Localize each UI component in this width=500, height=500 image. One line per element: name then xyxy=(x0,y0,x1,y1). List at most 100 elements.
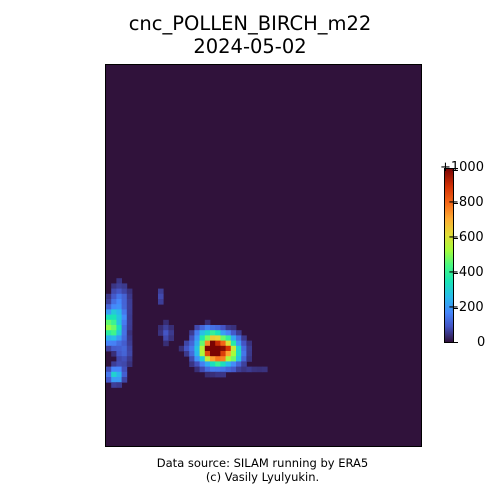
heatmap-cell xyxy=(121,377,128,383)
heatmap-cell xyxy=(126,335,133,341)
heatmap-cell xyxy=(215,366,221,373)
heatmap-cell xyxy=(225,345,232,352)
heatmap-cell xyxy=(194,356,200,362)
heatmap-cell xyxy=(111,382,117,388)
heatmap-cell xyxy=(230,345,237,352)
heatmap-cell xyxy=(121,361,128,367)
heatmap-cell xyxy=(106,325,112,331)
heatmap-cell xyxy=(121,304,128,310)
heatmap-cell xyxy=(194,351,200,357)
heatmap-cell xyxy=(168,335,174,341)
heatmap-cell xyxy=(225,361,232,367)
heatmap-cell xyxy=(116,371,122,378)
heatmap-cell xyxy=(220,335,226,341)
heatmap-cell xyxy=(199,335,206,341)
heatmap-cell xyxy=(204,325,211,331)
heatmap-cell xyxy=(116,288,122,295)
heatmap-cell xyxy=(220,356,226,362)
heatmap-cell xyxy=(246,356,252,362)
heatmap-cell xyxy=(194,335,200,341)
heatmap-cell xyxy=(106,309,112,315)
colorbar-tick-label: 0 xyxy=(477,335,486,350)
colorbar-tick-label: +800 xyxy=(448,195,484,210)
heatmap-cell xyxy=(106,330,112,336)
heatmap-cell xyxy=(189,340,195,347)
heatmap-cell xyxy=(230,361,237,367)
heatmap-cell xyxy=(194,325,200,331)
heatmap-cell xyxy=(210,340,216,347)
heatmap-cell xyxy=(236,335,242,341)
heatmap-cell xyxy=(111,351,117,357)
heatmap-cell xyxy=(215,356,221,362)
heatmap-cell xyxy=(246,351,252,357)
heatmap-cell xyxy=(106,335,112,341)
heatmap-cell xyxy=(204,345,211,352)
heatmap-cell xyxy=(204,335,211,341)
colorbar-tick-mark xyxy=(454,308,458,309)
heatmap-cell xyxy=(199,351,206,357)
heatmap-cell xyxy=(111,283,117,289)
heatmap-cell xyxy=(116,366,122,373)
heatmap-cell xyxy=(106,371,112,378)
heatmap-cell xyxy=(215,351,221,357)
heatmap-cell xyxy=(121,340,128,347)
heatmap-cell xyxy=(215,340,221,347)
heatmap-cell xyxy=(168,330,174,336)
heatmap-cell xyxy=(111,371,117,378)
heatmap-cell xyxy=(106,319,112,326)
heatmap-cell xyxy=(199,340,206,347)
heatmap-cell xyxy=(106,314,112,321)
heatmap-cell xyxy=(121,351,128,357)
heatmap-cell xyxy=(116,304,122,310)
heatmap-cell xyxy=(225,356,232,362)
heatmap-cell xyxy=(158,293,164,300)
colorbar-tick-label: +1000 xyxy=(440,160,484,175)
heatmap-cell xyxy=(178,345,185,352)
heatmap-cell xyxy=(215,330,221,336)
heatmap-cell xyxy=(194,330,200,336)
heatmap-cell xyxy=(230,366,237,373)
colorbar-tick-label: +600 xyxy=(448,230,484,245)
heatmap-cell xyxy=(236,356,242,362)
heatmap-cell xyxy=(116,319,122,326)
heatmap-cell xyxy=(230,330,237,336)
heatmap-cell xyxy=(194,361,200,367)
heatmap-cell xyxy=(210,351,216,357)
heatmap-cell xyxy=(116,382,122,388)
heatmap-cell xyxy=(126,288,133,295)
heatmap-cell xyxy=(116,340,122,347)
heatmap-cell xyxy=(241,361,247,367)
heatmap-cell xyxy=(116,314,122,321)
heatmap-cell xyxy=(116,283,122,289)
heatmap-cell xyxy=(116,325,122,331)
heatmap-cell xyxy=(204,330,211,336)
heatmap-cell xyxy=(189,330,195,336)
heatmap-cell xyxy=(210,366,216,373)
heatmap-cell xyxy=(111,304,117,310)
heatmap-cell xyxy=(111,340,117,347)
heatmap-cell xyxy=(236,351,242,357)
colorbar-tick-label: +200 xyxy=(448,300,484,315)
heatmap-cell xyxy=(121,356,128,362)
heatmap-cell xyxy=(236,361,242,367)
heatmap-cell xyxy=(121,335,128,341)
chart-title: cnc_POLLEN_BIRCH_m22 xyxy=(128,12,372,35)
heatmap-cell xyxy=(111,325,117,331)
heatmap-cell xyxy=(111,299,117,305)
heatmap-cell xyxy=(204,340,211,347)
heatmap-cell xyxy=(116,351,122,357)
heatmap-cell xyxy=(111,309,117,315)
heatmap-cell xyxy=(184,351,190,357)
heatmap-cell xyxy=(111,319,117,326)
heatmap-cell xyxy=(230,340,237,347)
heatmap-cell xyxy=(199,361,206,367)
heatmap-cell xyxy=(189,356,195,362)
heatmap-cell xyxy=(116,361,122,367)
heatmap-cell xyxy=(116,356,122,362)
heatmap-cell xyxy=(210,356,216,362)
data-source-note: Data source: SILAM running by ERA5 xyxy=(156,456,369,470)
heatmap-cell xyxy=(116,335,122,341)
heatmap-cell xyxy=(210,330,216,336)
heatmap-cell xyxy=(241,335,247,341)
